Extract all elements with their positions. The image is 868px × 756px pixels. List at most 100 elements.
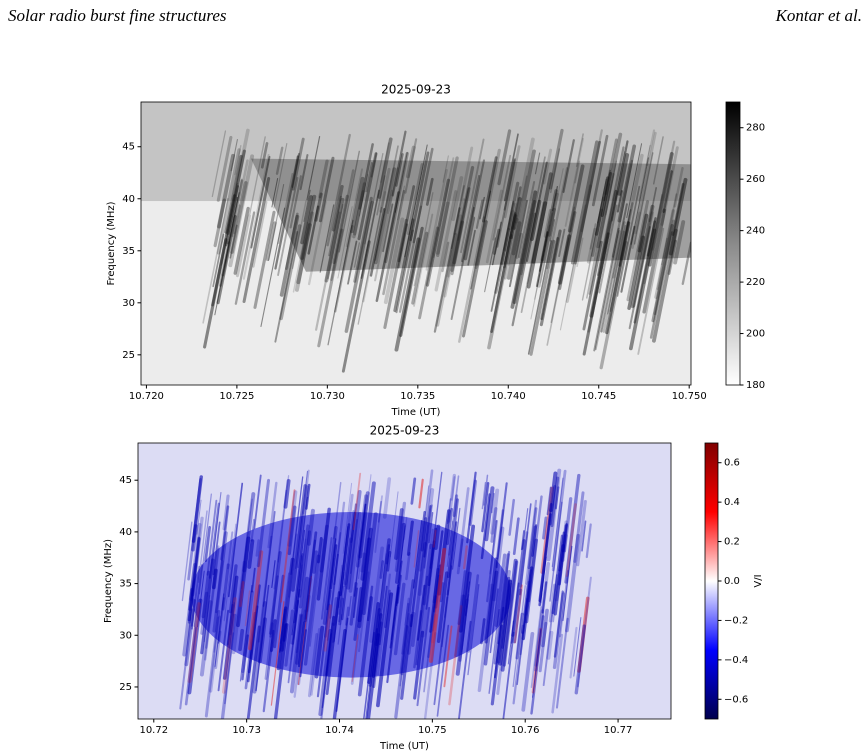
spectrogram-streak [291,137,305,191]
spectrogram-streak [369,546,385,643]
spectrogram-streak [497,129,512,186]
spectrogram-streak [435,232,458,327]
spectrogram-streak [626,143,643,219]
spectrogram-streak [250,155,271,249]
spectrogram-streak [395,522,406,584]
spectrogram-streak [453,146,474,235]
spectrogram-streak [538,621,548,673]
spectrogram-streak [268,551,282,635]
spectrogram-streak [334,224,354,313]
spectrogram-streak [222,597,238,694]
spectrogram-streak [358,491,370,559]
spectrogram-streak [512,517,520,556]
spectrogram-streak [436,571,449,643]
spectrogram-streak [418,469,434,572]
spectrogram-streak [365,162,373,193]
spectrogram-streak [401,602,410,655]
x-tick-label: 10.72 [139,725,168,736]
spectrogram-streak [530,606,542,688]
spectrogram-streak [617,144,637,223]
spectrogram-streak [548,583,557,623]
spectrogram-streak [423,505,432,558]
spectrogram-streak [202,198,229,324]
spectrogram-streak [503,133,519,202]
spectrogram-streak [406,611,416,655]
spectrogram-streak [648,187,658,223]
spectrogram-streak [451,176,464,222]
spectrogram-streak [519,531,529,588]
spectrogram-streak [291,529,306,636]
spectrogram-streak [649,231,674,339]
spectrogram-streak [269,575,279,638]
x-tick-label: 10.740 [491,391,526,402]
spectrogram-streak [591,208,604,257]
spectrogram-streak [411,542,427,647]
x-tick-label: 10.75 [418,725,447,736]
spectrogram-streak [638,144,651,202]
spectrogram-streak [582,240,603,331]
spectrogram-streak [587,220,612,333]
spectrogram-streak [362,191,387,303]
spectrogram-streak [398,205,423,313]
spectrogram-streak [524,499,538,585]
spectrogram-streak [405,551,411,581]
spectrogram-streak [323,604,333,652]
spectrogram-streak [652,136,664,185]
spectrogram-streak [503,186,522,269]
y-tick-label: 35 [122,246,135,257]
colorbar-tick-label: −0.4 [724,655,748,666]
spectrogram-streak [463,216,476,261]
spectrogram-streak [327,203,344,280]
spectrogram-streak [496,158,516,248]
chart-title: 2025-09-23 [370,424,440,438]
spectrogram-streak [291,152,300,188]
spectrogram-streak [279,572,290,644]
spectrogram-streak [288,533,298,598]
spectrogram-streak [326,133,351,247]
y-tick-label: 45 [122,142,135,153]
spectrogram-streak [503,218,519,280]
spectrogram-streak [599,241,628,370]
spectrogram-streak [262,629,275,713]
spectrogram-streak [384,589,391,629]
spectrogram-streak [534,152,541,175]
spectrogram-streak [460,174,481,263]
y-tick-label: 40 [122,194,135,205]
spectrogram-streak [501,579,512,649]
spectrogram-streak [357,537,372,623]
spectrogram-streak [596,146,625,276]
y-tick-label: 25 [122,350,135,361]
spectrogram-streak [290,476,304,575]
spectrogram-streak [253,474,262,530]
spectrogram-streak [551,186,558,211]
spectrogram-streak [343,510,355,588]
spectrogram-streak [242,154,270,280]
colorbar-tick-label: −0.6 [724,694,748,705]
spectrogram-streak [541,608,549,648]
spectrogram-streak [376,573,391,676]
spectrogram-streak [534,609,545,667]
spectrogram-streak [385,544,391,565]
spectrogram-streak [399,613,410,687]
spectrogram-streak [350,176,365,234]
spectrogram-streak [495,509,505,560]
spectrogram-streak [512,585,526,688]
spectrogram-streak [418,226,439,320]
spectrogram-streak [193,564,203,628]
spectrogram-streak [224,178,243,265]
spectrogram-streak [443,198,466,298]
spectrogram-streak [222,494,230,531]
spectrogram-streak [279,214,300,297]
spectrogram-streak [508,498,516,536]
spectrogram-streak [446,507,454,546]
spectrogram-streak [616,185,641,297]
spectrogram-streak [212,531,228,633]
spectrogram-streak [200,591,209,635]
spectrogram-streak [184,626,197,706]
spectrogram-streak [508,202,517,230]
spectrogram-blob [191,512,512,678]
spectrogram-streak [600,172,613,217]
spectrogram-streak [377,500,382,523]
spectrogram-streak [452,507,461,570]
spectrogram-streak [492,228,501,255]
